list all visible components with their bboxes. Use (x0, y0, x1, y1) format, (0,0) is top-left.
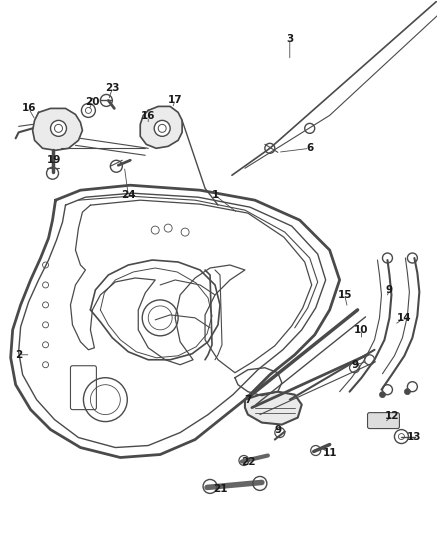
Text: 14: 14 (397, 313, 412, 323)
Text: 9: 9 (351, 360, 358, 370)
Polygon shape (32, 108, 82, 150)
Circle shape (404, 389, 410, 394)
Circle shape (239, 456, 249, 465)
Text: 11: 11 (322, 448, 337, 457)
Circle shape (311, 446, 321, 456)
Text: 2: 2 (15, 350, 22, 360)
Circle shape (265, 143, 275, 154)
Text: 16: 16 (141, 111, 155, 122)
Text: 16: 16 (21, 103, 36, 114)
Text: 12: 12 (385, 410, 400, 421)
Text: 15: 15 (337, 290, 352, 300)
Text: 1: 1 (212, 190, 219, 200)
Circle shape (203, 480, 217, 494)
Text: 9: 9 (386, 285, 393, 295)
Circle shape (350, 363, 360, 373)
Text: 17: 17 (168, 95, 183, 106)
Circle shape (407, 253, 417, 263)
Text: 13: 13 (407, 432, 422, 441)
Polygon shape (140, 107, 182, 148)
Text: 6: 6 (306, 143, 313, 154)
Text: 7: 7 (244, 394, 251, 405)
FancyBboxPatch shape (367, 413, 399, 429)
Polygon shape (245, 392, 302, 425)
Circle shape (379, 392, 385, 398)
Text: 24: 24 (121, 190, 136, 200)
Circle shape (100, 94, 112, 107)
Circle shape (110, 160, 122, 172)
Circle shape (253, 477, 267, 490)
Circle shape (81, 103, 95, 117)
Text: 3: 3 (286, 34, 293, 44)
Circle shape (275, 427, 285, 438)
Text: 10: 10 (354, 325, 369, 335)
Circle shape (46, 167, 59, 179)
Circle shape (382, 253, 392, 263)
Circle shape (395, 430, 408, 443)
Text: 9: 9 (274, 425, 281, 434)
Circle shape (50, 120, 67, 136)
Circle shape (364, 355, 374, 365)
Circle shape (305, 123, 314, 133)
Text: 19: 19 (46, 155, 61, 165)
Text: 23: 23 (105, 84, 120, 93)
Text: 20: 20 (85, 98, 100, 108)
Text: 21: 21 (213, 484, 227, 495)
Circle shape (154, 120, 170, 136)
Circle shape (407, 382, 417, 392)
Text: 22: 22 (240, 457, 255, 467)
Circle shape (382, 385, 392, 394)
